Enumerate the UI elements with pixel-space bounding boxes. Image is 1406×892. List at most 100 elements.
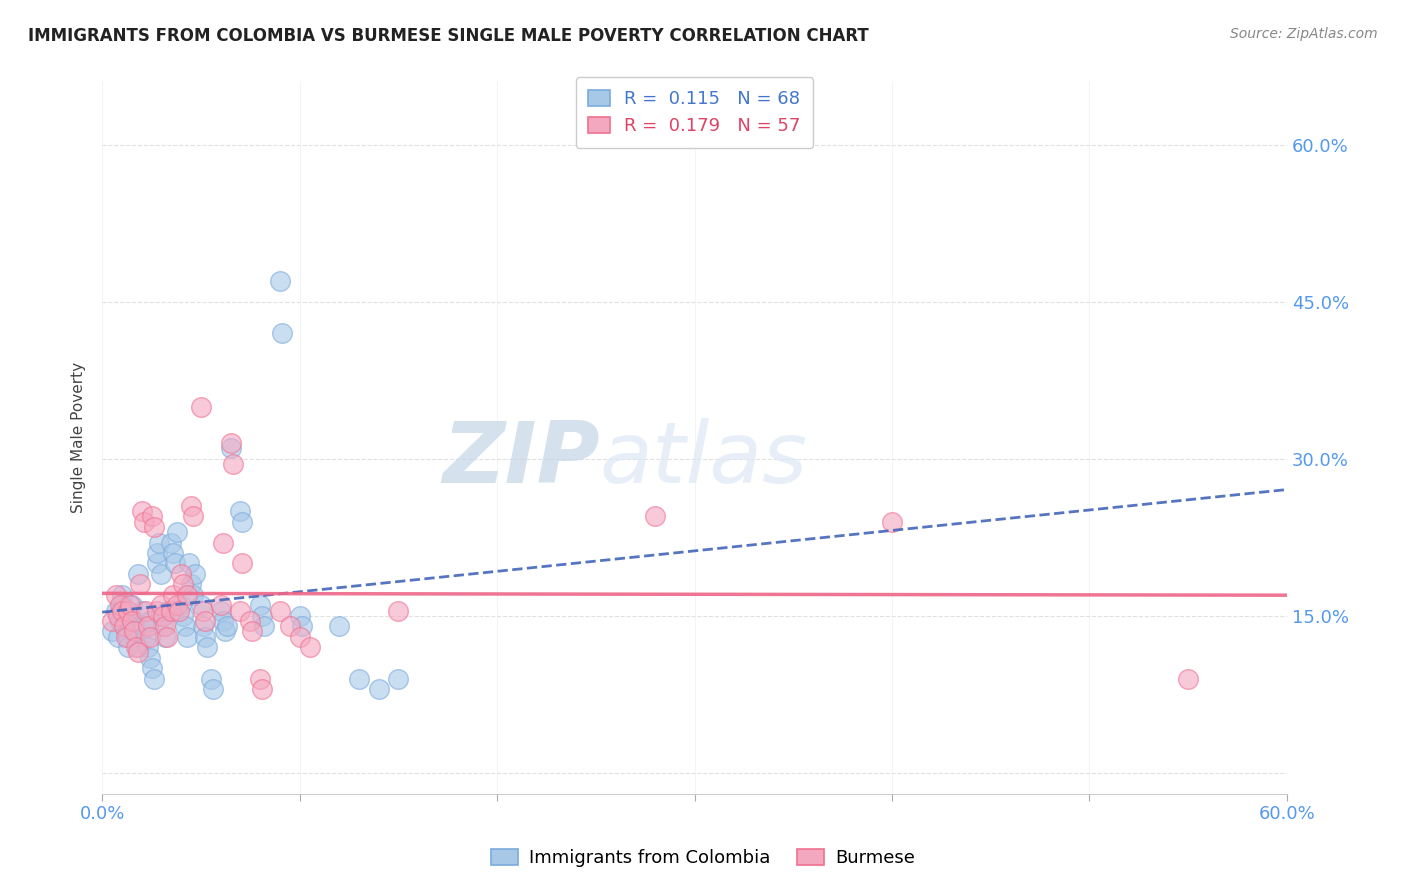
Point — [209, 603, 232, 617]
Point — [117, 640, 139, 655]
Point — [644, 509, 666, 524]
Point — [150, 608, 173, 623]
Point — [240, 624, 263, 639]
Point — [176, 588, 198, 602]
Point — [194, 614, 217, 628]
Point — [194, 630, 217, 644]
Point — [200, 672, 222, 686]
Point — [880, 515, 903, 529]
Point — [122, 624, 145, 639]
Point — [239, 614, 262, 628]
Point — [190, 400, 212, 414]
Legend: R =  0.115   N = 68, R =  0.179   N = 57: R = 0.115 N = 68, R = 0.179 N = 57 — [575, 77, 814, 148]
Text: IMMIGRANTS FROM COLOMBIA VS BURMESE SINGLE MALE POVERTY CORRELATION CHART: IMMIGRANTS FROM COLOMBIA VS BURMESE SING… — [28, 27, 869, 45]
Point — [142, 520, 165, 534]
Point — [214, 624, 236, 639]
Point — [111, 588, 134, 602]
Point — [291, 619, 314, 633]
Text: ZIP: ZIP — [441, 417, 600, 500]
Point — [131, 504, 153, 518]
Point — [125, 624, 148, 639]
Point — [211, 535, 233, 549]
Point — [117, 603, 139, 617]
Point — [180, 577, 202, 591]
Point — [142, 672, 165, 686]
Point — [229, 603, 252, 617]
Point — [278, 619, 301, 633]
Point — [148, 535, 170, 549]
Point — [367, 681, 389, 696]
Point — [115, 630, 138, 644]
Point — [177, 557, 200, 571]
Point — [156, 630, 179, 644]
Point — [138, 650, 160, 665]
Point — [122, 614, 145, 628]
Point — [191, 603, 214, 617]
Point — [229, 504, 252, 518]
Point — [107, 630, 129, 644]
Y-axis label: Single Male Poverty: Single Male Poverty — [72, 362, 86, 514]
Point — [101, 624, 124, 639]
Point — [152, 608, 174, 623]
Point — [160, 535, 183, 549]
Legend: Immigrants from Colombia, Burmese: Immigrants from Colombia, Burmese — [484, 841, 922, 874]
Point — [347, 672, 370, 686]
Point — [1177, 672, 1199, 686]
Point — [101, 614, 124, 628]
Point — [166, 599, 188, 613]
Point — [108, 614, 131, 628]
Point — [288, 630, 311, 644]
Point — [141, 661, 163, 675]
Point — [125, 640, 148, 655]
Point — [181, 588, 204, 602]
Text: Source: ZipAtlas.com: Source: ZipAtlas.com — [1230, 27, 1378, 41]
Point — [298, 640, 321, 655]
Point — [162, 588, 184, 602]
Point — [117, 630, 139, 644]
Point — [146, 603, 169, 617]
Point — [270, 326, 292, 341]
Point — [249, 599, 271, 613]
Point — [156, 603, 179, 617]
Point — [231, 557, 253, 571]
Point — [219, 442, 242, 456]
Point — [121, 599, 143, 613]
Point — [190, 599, 212, 613]
Point — [211, 614, 233, 628]
Point — [387, 672, 409, 686]
Point — [105, 588, 128, 602]
Point — [118, 608, 141, 623]
Point — [160, 603, 183, 617]
Point — [112, 619, 135, 633]
Point — [201, 681, 224, 696]
Point — [269, 274, 291, 288]
Point — [215, 619, 238, 633]
Point — [108, 599, 131, 613]
Point — [166, 525, 188, 540]
Point — [249, 672, 271, 686]
Point — [118, 599, 141, 613]
Point — [132, 619, 155, 633]
Point — [155, 619, 177, 633]
Point — [253, 619, 276, 633]
Point — [150, 599, 173, 613]
Point — [195, 640, 218, 655]
Point — [152, 619, 174, 633]
Point — [180, 499, 202, 513]
Point — [111, 603, 134, 617]
Point — [191, 619, 214, 633]
Point — [165, 557, 187, 571]
Point — [121, 614, 143, 628]
Point — [181, 509, 204, 524]
Point — [150, 566, 173, 581]
Point — [250, 608, 273, 623]
Point — [131, 603, 153, 617]
Point — [162, 546, 184, 560]
Point — [127, 640, 149, 655]
Point — [127, 645, 149, 659]
Point — [112, 619, 135, 633]
Point — [136, 640, 159, 655]
Point — [250, 681, 273, 696]
Point — [172, 577, 194, 591]
Point — [146, 557, 169, 571]
